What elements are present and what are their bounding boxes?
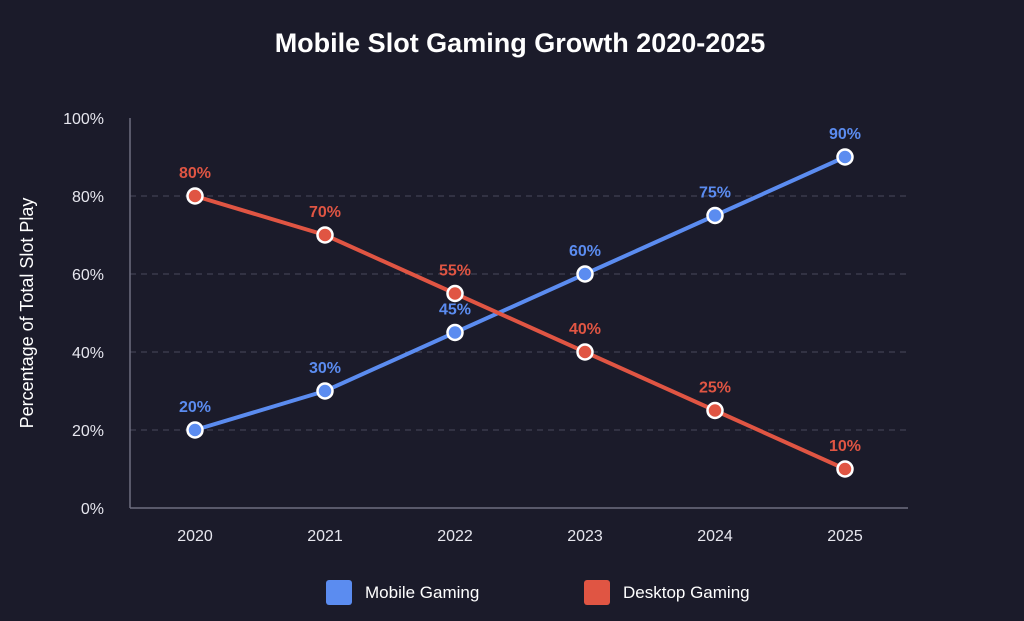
data-label: 75%	[699, 185, 731, 202]
legend-swatch-desktop-gaming	[584, 580, 610, 605]
x-tick-label: 2022	[437, 528, 473, 545]
series-line-mobile-gaming	[193, 155, 847, 432]
data-label: 40%	[569, 321, 601, 338]
axes	[129, 118, 908, 509]
y-tick-label: 100%	[63, 111, 104, 128]
y-tick-label: 60%	[72, 267, 104, 284]
data-point	[836, 148, 854, 166]
legend-label: Desktop Gaming	[623, 583, 750, 602]
data-point	[446, 284, 464, 303]
data-label: 70%	[309, 204, 341, 221]
y-tick-label: 0%	[81, 501, 104, 518]
grid-lines	[130, 195, 908, 431]
data-point	[836, 460, 854, 478]
data-label: 30%	[309, 360, 341, 377]
data-point	[316, 226, 334, 244]
data-points	[186, 148, 854, 478]
data-point	[706, 401, 724, 420]
y-tick-label: 40%	[72, 345, 104, 362]
series-line-desktop-gaming	[193, 194, 847, 471]
data-point	[186, 187, 204, 205]
x-tick-label: 2020	[177, 528, 213, 545]
y-tick-label: 20%	[72, 423, 104, 440]
legend: Mobile Gaming Desktop Gaming	[326, 580, 750, 605]
series-lines	[193, 155, 847, 471]
data-label: 20%	[179, 399, 211, 416]
x-axis-ticks: 2020 2021 2022 2023 2024 2025	[177, 528, 863, 545]
data-labels: 20% 30% 45% 60% 75% 90% 80% 70% 55% 40% 25% 10%	[179, 126, 861, 455]
data-point	[186, 421, 204, 439]
data-label: 80%	[179, 165, 211, 182]
data-label: 60%	[569, 243, 601, 260]
data-point	[576, 343, 594, 361]
y-tick-label: 80%	[72, 189, 104, 206]
data-label: 25%	[699, 380, 731, 397]
legend-label: Mobile Gaming	[365, 583, 479, 602]
x-tick-label: 2024	[697, 528, 733, 545]
data-point	[446, 323, 464, 342]
y-axis-label: Percentage of Total Slot Play	[17, 198, 37, 429]
x-tick-label: 2025	[827, 528, 863, 545]
data-label: 10%	[829, 438, 861, 455]
x-tick-label: 2021	[307, 528, 343, 545]
data-point	[316, 382, 334, 400]
data-point	[576, 265, 594, 283]
x-tick-label: 2023	[567, 528, 603, 545]
y-axis-ticks: 0% 20% 40% 60% 80% 100%	[63, 111, 104, 518]
data-label: 90%	[829, 126, 861, 143]
data-label: 45%	[439, 302, 471, 319]
data-label: 55%	[439, 263, 471, 280]
data-point	[706, 206, 724, 225]
chart-title: Mobile Slot Gaming Growth 2020-2025	[275, 28, 766, 58]
legend-swatch-mobile-gaming	[326, 580, 352, 605]
